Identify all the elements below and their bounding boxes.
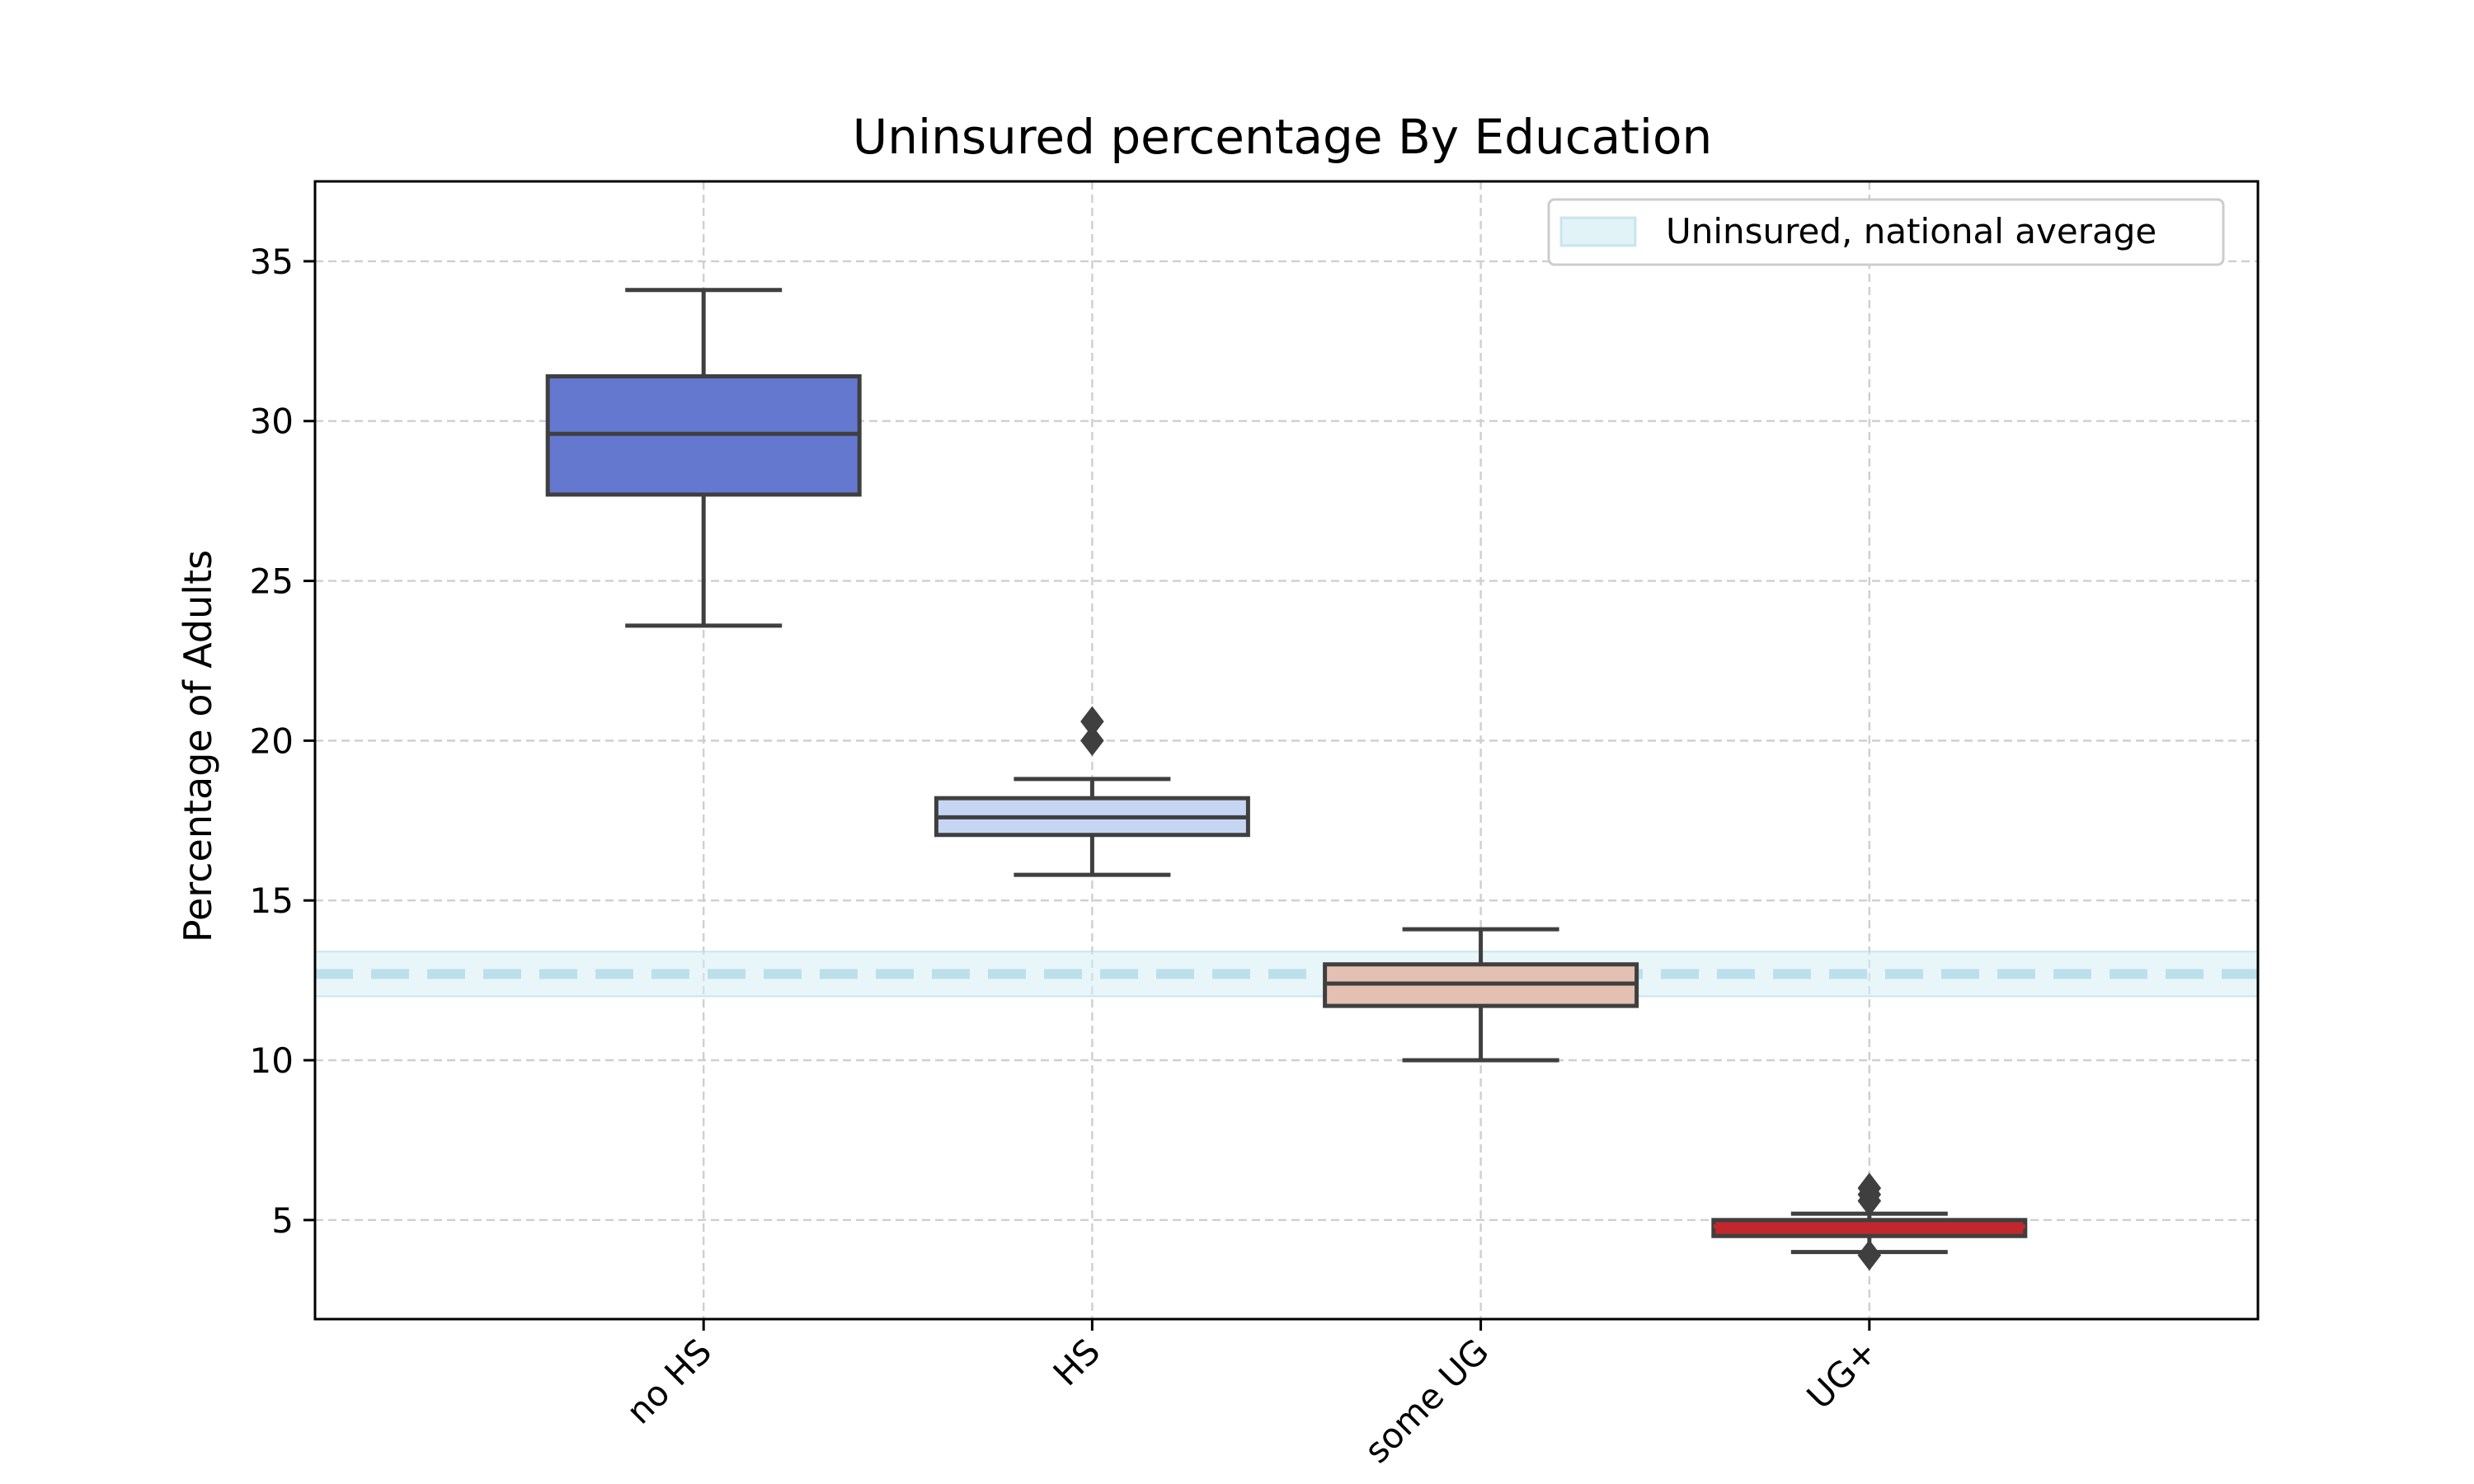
y-tick-label: 5 — [271, 1200, 294, 1241]
outlier-point — [1080, 706, 1104, 737]
y-tick-label: 15 — [250, 881, 294, 921]
y-tick-label: 35 — [250, 242, 294, 282]
legend-swatch — [1559, 216, 1637, 247]
box-layer — [545, 288, 2028, 1271]
legend-label: Uninsured, national average — [1666, 211, 2157, 251]
y-tick-label: 30 — [250, 402, 294, 442]
y-tick-label: 25 — [250, 561, 294, 602]
outlier-point — [1080, 725, 1104, 757]
box-group-some-ug — [1323, 927, 1639, 1063]
plot-frame — [313, 180, 2260, 1321]
box-group-ug- — [1711, 1172, 2028, 1271]
reference-layer — [314, 951, 2259, 998]
y-tick-label: 10 — [250, 1040, 294, 1081]
outlier-point — [1857, 1239, 1882, 1271]
legend: Uninsured, national average — [1547, 198, 2225, 266]
box-group-no-hs — [545, 288, 862, 628]
y-axis-label: Percentage of Adults — [176, 550, 220, 942]
outlier-point — [1857, 1172, 1882, 1204]
y-tick-label: 20 — [250, 721, 294, 761]
legend-frame — [1547, 198, 2225, 266]
grid-layer — [315, 181, 2258, 1319]
chart-title: Uninsured percentage By Education — [853, 109, 1713, 165]
box-group-hs — [934, 706, 1250, 877]
